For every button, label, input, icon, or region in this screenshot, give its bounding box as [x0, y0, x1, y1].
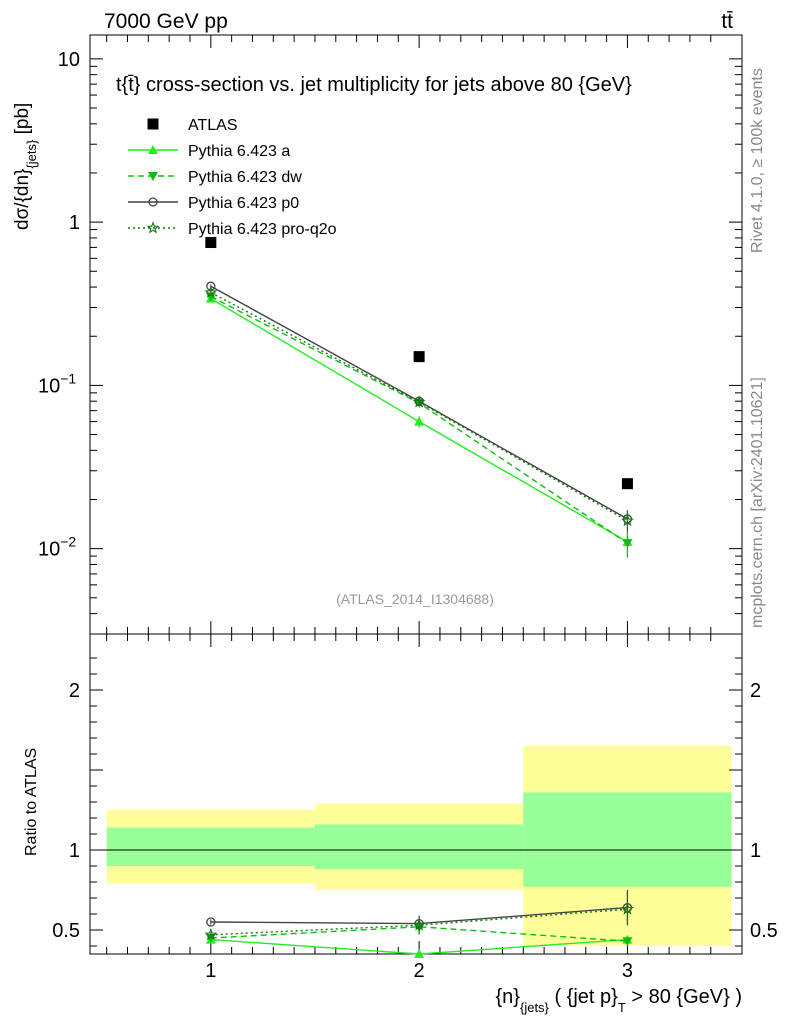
main-point-data-1: [413, 351, 425, 363]
ratio-point-pythia_pro_q2o-2: [621, 902, 634, 915]
x-tick-label-1: 2: [414, 960, 425, 982]
main-y-label-text: dσ/{dn}: [12, 169, 33, 230]
main-point-pythia_a-1: [414, 416, 425, 426]
x-label-part-0: {n}: [496, 986, 521, 1008]
legend-marker-pythia_a: [148, 145, 158, 154]
plot-title: t{t̄} cross-section vs. jet multiplicity…: [116, 74, 632, 96]
ratio-point-pythia_dw-2: [622, 937, 633, 947]
legend-marker-pythia_dw: [148, 172, 158, 181]
x-label-part-1: {jets}: [520, 1000, 550, 1015]
main-point-data-2: [621, 478, 633, 490]
ratio-y-tick-label-left-0: 0.5: [52, 920, 80, 942]
main-y-label-sub: {jets}: [24, 139, 39, 169]
ratio-band-inner-0: [106, 827, 315, 866]
x-tick-label-2: 3: [622, 960, 633, 982]
x-label-part-4: > 80 {GeV} ): [626, 986, 742, 1008]
x-label-part-3: T: [618, 1000, 626, 1015]
ratio-y-tick-label-right-1: 1: [750, 840, 761, 862]
main-y-tick-label-1: 1: [69, 212, 80, 234]
ratio-band-inner-1: [314, 824, 524, 870]
ratio-y-tick-label-left-2: 2: [69, 680, 80, 702]
ratio-point-pythia_pro_q2o-1: [412, 918, 426, 931]
legend-label-pythia_pro_q2o: Pythia 6.423 pro-q2o: [188, 221, 337, 238]
mcplots-label: mcplots.cern.ch [arXiv:2401.10621]: [749, 377, 766, 628]
rivet-label: Rivet 4.1.0, ≥ 100k events: [749, 68, 766, 253]
energy-label: 7000 GeV pp: [104, 10, 228, 33]
ratio-point-pythia_a-1: [414, 949, 425, 958]
main-point-pythia_pro_q2o-1: [412, 395, 426, 408]
main-y-tick-label-3: 10−2: [38, 534, 76, 561]
x-label-part-2: ( {jet p}: [549, 986, 618, 1008]
main-point-data-0: [205, 237, 217, 249]
legend-label-pythia_a: Pythia 6.423 a: [188, 143, 290, 160]
legend-marker-data: [147, 118, 159, 130]
legend-marker-pythia_pro_q2o: [146, 221, 160, 234]
ratio-y-tick-label-right-0: 0.5: [750, 920, 778, 942]
main-y-label-tail: [pb]: [12, 103, 33, 140]
legend-label-pythia_dw: Pythia 6.423 dw: [188, 169, 302, 186]
main-point-pythia_pro_q2o-0: [204, 285, 218, 299]
ratio-point-pythia_pro_q2o-0: [204, 928, 218, 941]
main-point-pythia_p0-0: [206, 281, 216, 291]
legend-label-pythia_p0: Pythia 6.423 p0: [188, 195, 299, 212]
legend-label-data: ATLAS: [188, 117, 238, 134]
main-point-pythia_pro_q2o-2: [621, 514, 634, 527]
legend-marker-pythia_p0: [148, 197, 158, 207]
main-y-tick-label-2: 10−1: [38, 370, 76, 397]
ratio-point-pythia_p0-0: [206, 917, 216, 927]
main-y-tick-label-0: 10: [58, 49, 80, 71]
ratio-band-inner-2: [523, 792, 732, 887]
ratio-y-tick-label-left-1: 1: [69, 840, 80, 862]
main-y-label: dσ/{dn}{jets} [pb]: [12, 103, 39, 230]
analysis-id: (ATLAS_2014_I1304688): [336, 591, 494, 607]
x-tick-label-0: 1: [205, 960, 216, 982]
main-point-pythia_dw-2: [622, 539, 633, 549]
ratio-y-label: Ratio to ATLAS: [23, 748, 40, 856]
x-axis-label: {n}{jets} ( {jet p}T > 80 {GeV} ): [496, 986, 743, 1015]
process-label: tt̄: [721, 10, 733, 33]
ratio-y-tick-label-right-2: 2: [750, 680, 761, 702]
